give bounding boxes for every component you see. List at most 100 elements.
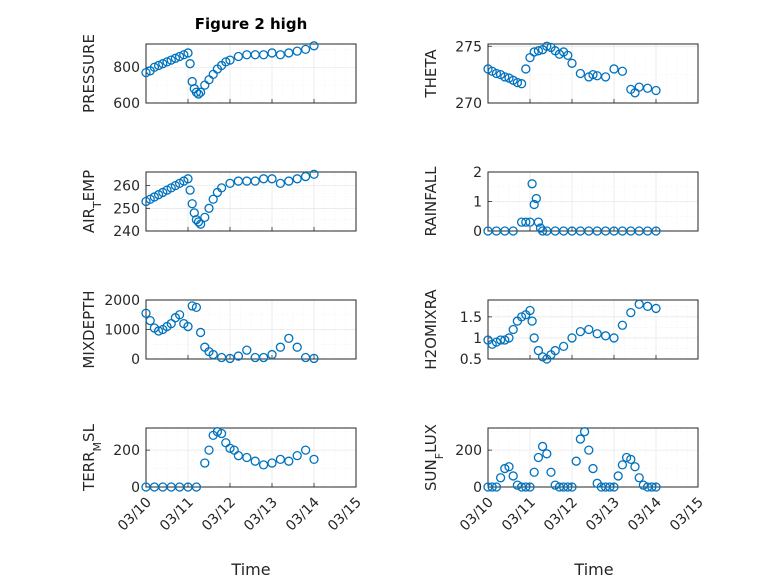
axes-box	[487, 427, 699, 488]
data-point	[621, 452, 632, 463]
data-point	[250, 352, 260, 363]
data-point	[250, 50, 260, 60]
data-point	[183, 48, 193, 58]
data-point	[630, 462, 640, 472]
x-tick-label: 03/14	[283, 494, 323, 534]
data-point	[183, 174, 193, 184]
data-point	[189, 208, 199, 218]
data-point	[642, 83, 653, 93]
data-point	[300, 352, 311, 363]
data-point	[195, 327, 206, 338]
data-point	[208, 349, 218, 360]
data-point	[204, 203, 214, 213]
data-point	[162, 57, 172, 67]
y-axis-label: PRESSURE	[80, 34, 98, 113]
data-point	[642, 301, 653, 311]
axes-box	[487, 43, 699, 104]
data-point	[588, 69, 598, 80]
data-point	[529, 199, 539, 210]
x-tick-label: 03/11	[157, 495, 197, 535]
data-point	[191, 482, 202, 492]
x-tick-label: 03/12	[199, 495, 239, 535]
y-axis-label: RAINFALL	[422, 166, 440, 237]
data-point	[193, 217, 204, 227]
data-point	[521, 64, 531, 74]
y-tick-label: 1	[473, 331, 482, 347]
data-point	[626, 307, 636, 318]
data-point	[542, 449, 552, 459]
data-point	[275, 342, 286, 352]
x-tick-label: 03/13	[241, 495, 281, 535]
x-tick-label: 03/15	[667, 495, 707, 535]
data-point	[529, 47, 539, 57]
data-point	[638, 480, 649, 490]
data-point	[292, 174, 302, 184]
data-point	[242, 176, 252, 186]
data-point	[487, 482, 497, 492]
subplot-theta: 270 275 THETA	[422, 39, 699, 112]
data-point	[495, 473, 506, 483]
data-point	[208, 69, 218, 80]
data-point	[300, 44, 311, 55]
data-point	[600, 72, 611, 82]
data-point	[567, 482, 577, 492]
data-point	[495, 335, 506, 345]
data-point	[651, 85, 661, 96]
data-point	[158, 59, 168, 69]
data-point	[191, 87, 202, 97]
data-point	[284, 176, 294, 186]
subplot-grid: 600 800 PRESSURE 270 275 THETA 240 250 260 AIRTEM…	[80, 34, 707, 534]
data-point	[221, 438, 231, 448]
data-point	[588, 463, 598, 474]
data-point	[141, 67, 151, 78]
data-point	[284, 48, 294, 58]
axes-box	[145, 171, 357, 232]
data-point	[579, 427, 590, 437]
data-point	[185, 185, 195, 195]
subplot-sun-flux: 0 200 SUNFLUX 03/10 03/11 03/12 03/13 03/14 03/1…	[422, 424, 707, 534]
data-point	[204, 75, 214, 85]
data-point	[204, 445, 214, 455]
data-point	[187, 199, 197, 209]
y-tick-label: 0	[131, 480, 140, 496]
data-point	[567, 58, 577, 68]
data-point	[284, 456, 294, 466]
subplot-air-temp: 240 250 260 AIRTEMP	[80, 169, 357, 240]
x-tick-label: 03/10	[457, 495, 497, 535]
data-point	[575, 434, 586, 444]
data-point	[216, 352, 227, 363]
data-point	[149, 62, 160, 72]
data-point	[617, 320, 628, 330]
y-tick-label: 200	[113, 443, 140, 459]
data-point	[546, 467, 556, 477]
data-point	[200, 458, 210, 468]
y-tick-label: 240	[113, 224, 140, 240]
data-point	[609, 482, 619, 492]
data-point	[225, 178, 235, 188]
data-point	[525, 482, 535, 492]
y-axis-label: H2OMIXRA	[422, 289, 440, 370]
data-point	[153, 326, 164, 336]
data-point	[200, 80, 210, 90]
data-point	[584, 445, 594, 455]
x-tick-label: 03/15	[325, 495, 365, 535]
data-point	[174, 310, 185, 320]
data-point	[504, 333, 514, 343]
y-tick-label: 0	[473, 224, 482, 240]
data-point	[491, 482, 502, 492]
data-point	[275, 50, 286, 60]
data-point	[233, 351, 244, 361]
data-point	[533, 46, 544, 56]
data-point	[267, 174, 277, 184]
y-tick-label: 2	[473, 165, 482, 181]
y-tick-label: 0	[473, 480, 482, 496]
data-point	[542, 41, 552, 51]
data-point	[183, 321, 193, 332]
data-point	[200, 212, 210, 223]
data-point	[193, 89, 204, 99]
y-tick-label: 2000	[104, 293, 140, 309]
data-point	[508, 226, 518, 236]
data-point	[584, 324, 594, 335]
data-point	[529, 467, 539, 477]
data-point	[571, 456, 581, 466]
